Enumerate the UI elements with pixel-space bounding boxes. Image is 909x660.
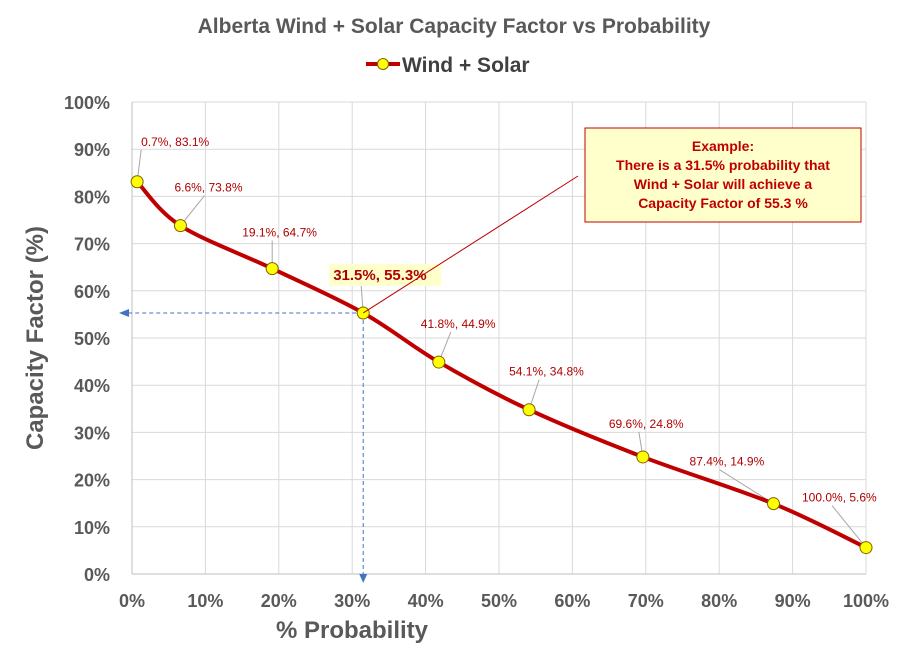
x-tick-label: 0%	[119, 591, 145, 611]
x-tick-label: 30%	[334, 591, 370, 611]
annotation-pointer	[362, 175, 579, 314]
legend: Wind + Solar	[366, 54, 530, 77]
data-label: 87.4%, 14.9%	[690, 455, 765, 469]
annotation-line-1: Example:	[692, 138, 754, 154]
y-tick-label: 20%	[74, 471, 110, 491]
data-point-marker	[432, 355, 446, 369]
example-annotation: Example: There is a 31.5% probability th…	[362, 127, 862, 314]
y-tick-label: 10%	[74, 518, 110, 538]
data-label: 69.6%, 24.8%	[609, 417, 684, 431]
y-tick-label: 90%	[74, 140, 110, 160]
x-tick-label: 10%	[187, 591, 223, 611]
data-point-marker	[265, 262, 279, 276]
annotation-line-2: There is a 31.5% probability that	[616, 157, 830, 173]
annotation-line-4: Capacity Factor of 55.3 %	[638, 195, 808, 211]
x-tick-label: 50%	[481, 591, 517, 611]
data-labels: 0.7%, 83.1% 6.6%, 73.8% 19.1%, 64.7% 31.5%,…	[141, 135, 877, 505]
chart-title: Alberta Wind + Solar Capacity Factor vs …	[198, 15, 711, 38]
guide-arrow-down	[359, 574, 368, 583]
data-point-marker	[636, 450, 650, 464]
y-tick-label: 80%	[74, 187, 110, 207]
y-tick-label: 30%	[74, 423, 110, 443]
y-tick-label: 50%	[74, 329, 110, 349]
series-line-wind-solar	[135, 180, 867, 550]
highlight-label-bg	[329, 263, 442, 286]
y-tick-label: 60%	[74, 282, 110, 302]
gridlines	[132, 101, 867, 574]
data-label: 6.6%, 73.8%	[174, 181, 242, 195]
example-guide-lines	[119, 308, 368, 583]
data-label: 54.1%, 34.8%	[509, 365, 584, 379]
y-tick-label: 100%	[64, 93, 110, 113]
x-tick-label: 60%	[554, 591, 590, 611]
y-tick-label: 40%	[74, 376, 110, 396]
x-tick-label: 70%	[628, 591, 664, 611]
data-label: 19.1%, 64.7%	[242, 226, 317, 240]
x-tick-label: 20%	[261, 591, 297, 611]
guide-arrow-left	[119, 308, 129, 317]
data-point-marker	[859, 541, 873, 555]
annotation-line-3: Wind + Solar will achieve a	[634, 176, 813, 192]
y-tick-label: 0%	[84, 565, 110, 585]
data-label: 41.8%, 44.9%	[421, 317, 496, 331]
data-point-marker	[130, 175, 144, 189]
legend-label-wind-solar: Wind + Solar	[402, 54, 530, 77]
y-tick-label: 70%	[74, 235, 110, 255]
x-tick-label: 100%	[843, 591, 889, 611]
annotation-box	[584, 127, 862, 223]
x-tick-label: 90%	[775, 591, 811, 611]
data-label-highlight: 31.5%, 55.3%	[333, 267, 426, 284]
x-axis-title: % Probability	[276, 617, 429, 644]
x-tick-label: 40%	[408, 591, 444, 611]
axes: 0% 10% 20% 30% 40% 50% 60% 70% 80% 90% 100% 0% 10% 20…	[64, 93, 889, 611]
x-tick-label: 80%	[701, 591, 737, 611]
data-label: 100.0%, 5.6%	[802, 491, 877, 505]
data-label: 0.7%, 83.1%	[141, 135, 209, 149]
data-point-marker	[767, 497, 781, 511]
legend-marker	[377, 58, 389, 70]
series-wind-solar	[130, 175, 873, 555]
data-point-marker	[522, 403, 536, 417]
y-axis-title: Capacity Factor (%)	[22, 226, 49, 450]
label-leader-line	[831, 505, 867, 548]
data-point-marker	[173, 219, 187, 233]
